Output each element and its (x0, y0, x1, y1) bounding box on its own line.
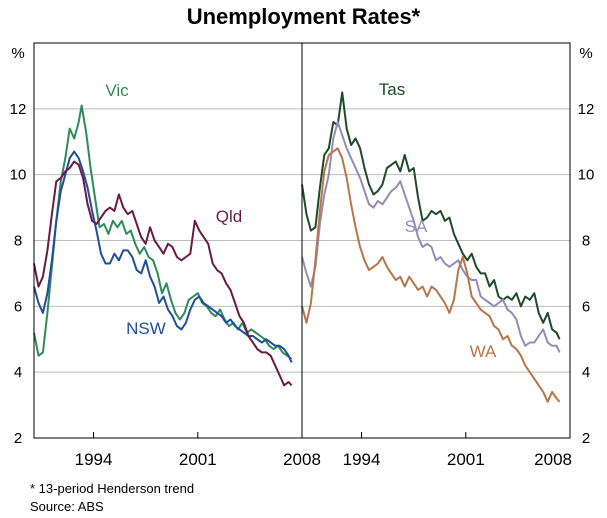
grid-layer (34, 108, 570, 373)
series-label-vic: Vic (105, 81, 129, 100)
footnote: * 13-period Henderson trend (30, 481, 194, 496)
series-line-sa (301, 121, 561, 353)
series-line-tas (301, 91, 561, 340)
y-tick-label-left-4: 4 (14, 364, 22, 381)
x-tick-label-right-2008: 2008 (534, 450, 572, 469)
y-tick-label-left-2: 2 (14, 430, 22, 447)
y-tick-label-left-10: 10 (10, 167, 27, 184)
series-label-sa: SA (405, 217, 428, 236)
y-tick-label-right-4: 4 (582, 364, 590, 381)
y-tick-label-right-10: 10 (578, 167, 595, 184)
source-note: Source: ABS (30, 499, 104, 514)
series-label-nsw: NSW (126, 319, 166, 338)
y-tick-label-right-6: 6 (582, 298, 590, 315)
x-tick-label-left-2001: 2001 (179, 450, 217, 469)
x-tick-label-right-1994: 1994 (343, 450, 381, 469)
series-label-wa: WA (470, 342, 497, 361)
y-tick-label-left-8: 8 (14, 233, 22, 250)
y-tick-label-left-12: 12 (10, 101, 27, 118)
y-tick-label-left-6: 6 (14, 298, 22, 315)
x-tick-label-left-1994: 1994 (75, 450, 113, 469)
series-line-vic (33, 104, 293, 360)
series-line-nsw (33, 150, 293, 363)
series-line-wa (301, 147, 561, 403)
label-layer: 2 4 6 8 10 12 1994 2001 2008 Vic NSW Qld 2 4 6 8 10 12 199… (10, 80, 595, 469)
x-tick-label-left-2008: 2008 (283, 450, 321, 469)
x-tick-label-right-2001: 2001 (447, 450, 485, 469)
series-line-qld (33, 160, 293, 387)
series-label-tas: Tas (379, 80, 405, 99)
left-y-unit: % (11, 45, 24, 62)
series-label-qld: Qld (216, 207, 242, 226)
y-tick-label-right-8: 8 (582, 233, 590, 250)
series-layer (33, 91, 561, 403)
chart-title: Unemployment Rates* (187, 4, 421, 29)
y-tick-label-right-2: 2 (582, 430, 590, 447)
y-tick-label-right-12: 12 (578, 101, 595, 118)
right-y-unit: % (579, 45, 592, 62)
